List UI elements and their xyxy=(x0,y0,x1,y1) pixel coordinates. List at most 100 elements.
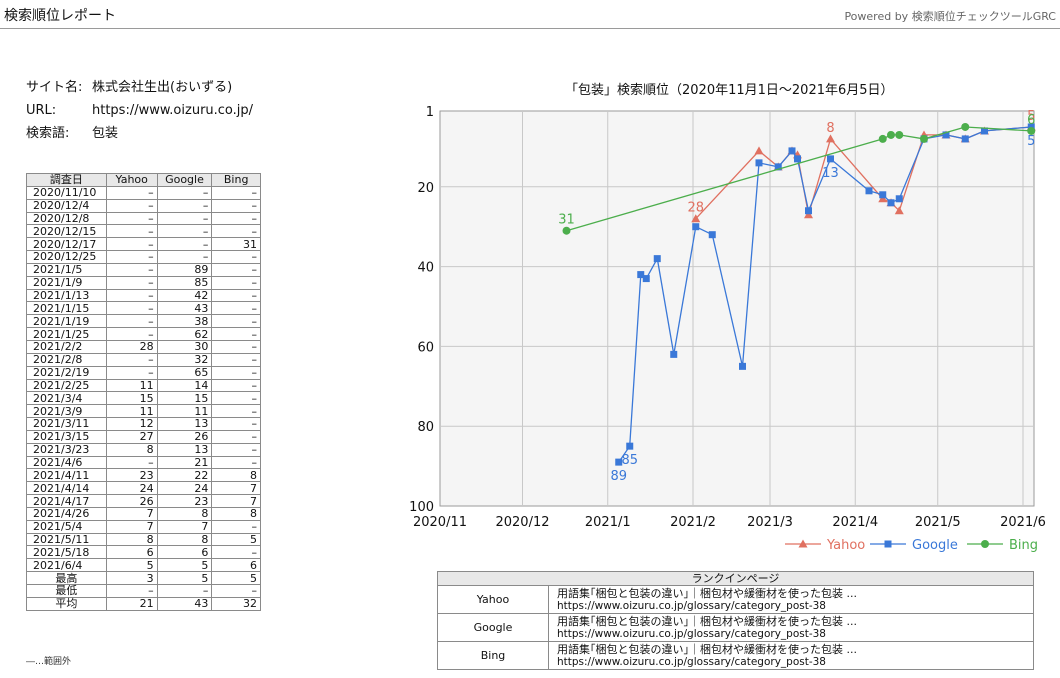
table-row: 2021/4/14 24 24 7 xyxy=(26,481,261,496)
table-row-google: 65 xyxy=(156,365,213,380)
table-row: 2021/1/5–89– xyxy=(26,262,261,277)
table-row-bing: – xyxy=(211,391,261,406)
rank-table-header-row: 調査日 Yahoo Google Bing xyxy=(26,173,261,187)
bing-data-point xyxy=(887,130,895,139)
table-row-google: – xyxy=(156,198,213,213)
table-row-date: 2021/6/4 xyxy=(26,558,107,573)
stats-row-date: 最低 xyxy=(26,584,107,598)
stats-row-date: 最高 xyxy=(26,571,107,585)
column-header-yahoo: Yahoo xyxy=(105,173,158,187)
table-row-bing: – xyxy=(211,275,261,290)
table-row-bing: – xyxy=(211,250,261,264)
yahoo-data-point xyxy=(894,206,904,215)
table-row-yahoo: 27 xyxy=(105,429,158,444)
table-row: 2021/1/19–38– xyxy=(26,314,261,329)
table-row-google: 26 xyxy=(156,429,213,444)
table-row-google: – xyxy=(156,211,213,226)
report-title: 検索順位レポート xyxy=(4,8,116,24)
table-row-bing: – xyxy=(211,455,261,470)
table-row-yahoo: 7 xyxy=(105,506,158,521)
x-tick-label: 2021/1 xyxy=(585,515,631,530)
table-row-google: 43 xyxy=(156,301,213,316)
table-row-google: 6 xyxy=(156,545,213,560)
page-table-header: ランクインページ xyxy=(437,571,1034,586)
table-row-yahoo: – xyxy=(105,455,158,470)
table-row: 2021/6/4 5 5 6 xyxy=(26,558,261,573)
table-row: 2021/4/17 26 23 7 xyxy=(26,494,261,508)
bing-data-point xyxy=(961,122,970,131)
rank-table-body: 2020/11/10– – –2020/12/4– – –2020/12/8– – –202… xyxy=(26,185,261,611)
table-row: 2021/4/11 23 22 8 xyxy=(26,468,261,483)
site-url-value: https://www.oizuru.co.jp/ xyxy=(92,103,254,118)
table-row-date: 2021/1/25 xyxy=(26,327,107,341)
table-row-google: – xyxy=(156,224,213,239)
site-url-row: URL: https://www.oizuru.co.jp/ xyxy=(26,99,253,122)
page-title-link[interactable]: 用語集｢梱包と包装の違い｣｜梱包材や緩衝材を使った包装 ... xyxy=(557,614,857,628)
report-header: 検索順位レポート Powered by 検索順位チェックツールGRC xyxy=(0,0,1060,29)
page-url-link[interactable]: https://www.oizuru.co.jp/glossary/catego… xyxy=(557,627,826,640)
table-row-bing: 5 xyxy=(211,532,261,547)
table-row-google: 11 xyxy=(156,404,213,419)
yahoo-data-label: 8 xyxy=(826,121,834,136)
table-row-date: 2021/2/8 xyxy=(26,352,107,367)
keyword-row: 検索語: 包装 xyxy=(26,122,253,145)
google-data-label: 13 xyxy=(822,166,839,181)
google-data-point xyxy=(942,131,950,139)
table-row-google: 8 xyxy=(156,532,213,547)
x-tick-label: 2021/2 xyxy=(670,515,716,530)
table-row: 2021/4/6–21– xyxy=(26,455,261,470)
table-row: 2020/12/17– –31 xyxy=(26,237,261,252)
table-row-google: 42 xyxy=(156,288,213,303)
table-row-date: 2021/3/15 xyxy=(26,429,107,444)
table-row: 2021/3/23 8 13– xyxy=(26,442,261,457)
x-tick-label: 2021/5 xyxy=(915,515,961,530)
table-row-bing: – xyxy=(211,185,261,200)
table-row-yahoo: – xyxy=(105,352,158,367)
table-row-date: 2021/4/6 xyxy=(26,455,107,470)
table-row-google: 13 xyxy=(156,417,213,431)
yahoo-data-label: 28 xyxy=(687,201,704,216)
table-row-bing: – xyxy=(211,327,261,341)
table-row: 2021/3/15 27 26– xyxy=(26,429,261,444)
table-row-yahoo: – xyxy=(105,262,158,277)
page-title-link[interactable]: 用語集｢梱包と包装の違い｣｜梱包材や緩衝材を使った包装 ... xyxy=(557,586,857,600)
table-row-google: – xyxy=(156,185,213,200)
table-row-date: 2021/3/23 xyxy=(26,442,107,457)
table-row: 2021/5/4 7 7– xyxy=(26,519,261,534)
table-row: 2021/5/11 8 8 5 xyxy=(26,532,261,547)
table-row: 2020/12/25– – – xyxy=(26,250,261,264)
bing-data-label: 31 xyxy=(558,213,575,228)
page-url-link[interactable]: https://www.oizuru.co.jp/glossary/catego… xyxy=(557,599,826,612)
table-row-google: – xyxy=(156,250,213,264)
page-row-engine: Google xyxy=(437,613,549,642)
table-row-google: 5 xyxy=(156,558,213,573)
table-row: 2021/5/18 6 6– xyxy=(26,545,261,560)
stats-row-bing: 32 xyxy=(211,596,261,611)
table-row-bing: 7 xyxy=(211,494,261,508)
yahoo-legend-marker xyxy=(798,539,808,548)
table-row-google: 32 xyxy=(156,352,213,367)
table-row-google: 15 xyxy=(156,391,213,406)
table-row-yahoo: – xyxy=(105,250,158,264)
table-row-bing: 8 xyxy=(211,506,261,521)
table-row-google: 30 xyxy=(156,339,213,354)
page-url-link[interactable]: https://www.oizuru.co.jp/glossary/catego… xyxy=(557,655,826,668)
table-row-yahoo: – xyxy=(105,185,158,200)
table-row-bing: – xyxy=(211,417,261,431)
page-row-bing: Bing 用語集｢梱包と包装の違い｣｜梱包材や緩衝材を使った包装 ... https… xyxy=(437,641,1034,670)
table-row-google: 22 xyxy=(156,468,213,483)
table-row-google: 38 xyxy=(156,314,213,329)
page-table-header-row: ランクインページ xyxy=(437,571,1034,586)
table-row-yahoo: 24 xyxy=(105,481,158,496)
table-row: 2021/2/19–65– xyxy=(26,365,261,380)
table-row-bing: – xyxy=(211,404,261,419)
table-row-date: 2020/11/10 xyxy=(26,185,107,200)
stats-row-date: 平均 xyxy=(26,596,107,611)
y-tick-label: 1 xyxy=(426,105,434,120)
bing-data-point xyxy=(878,134,887,143)
out-of-range-note: ―…範囲外 xyxy=(26,657,72,667)
page-title-link[interactable]: 用語集｢梱包と包装の違い｣｜梱包材や緩衝材を使った包装 ... xyxy=(557,642,857,656)
page-row-page: 用語集｢梱包と包装の違い｣｜梱包材や緩衝材を使った包装 ... https://w… xyxy=(548,641,1034,670)
x-tick-label: 2021/3 xyxy=(747,515,793,530)
table-row-bing: – xyxy=(211,365,261,380)
